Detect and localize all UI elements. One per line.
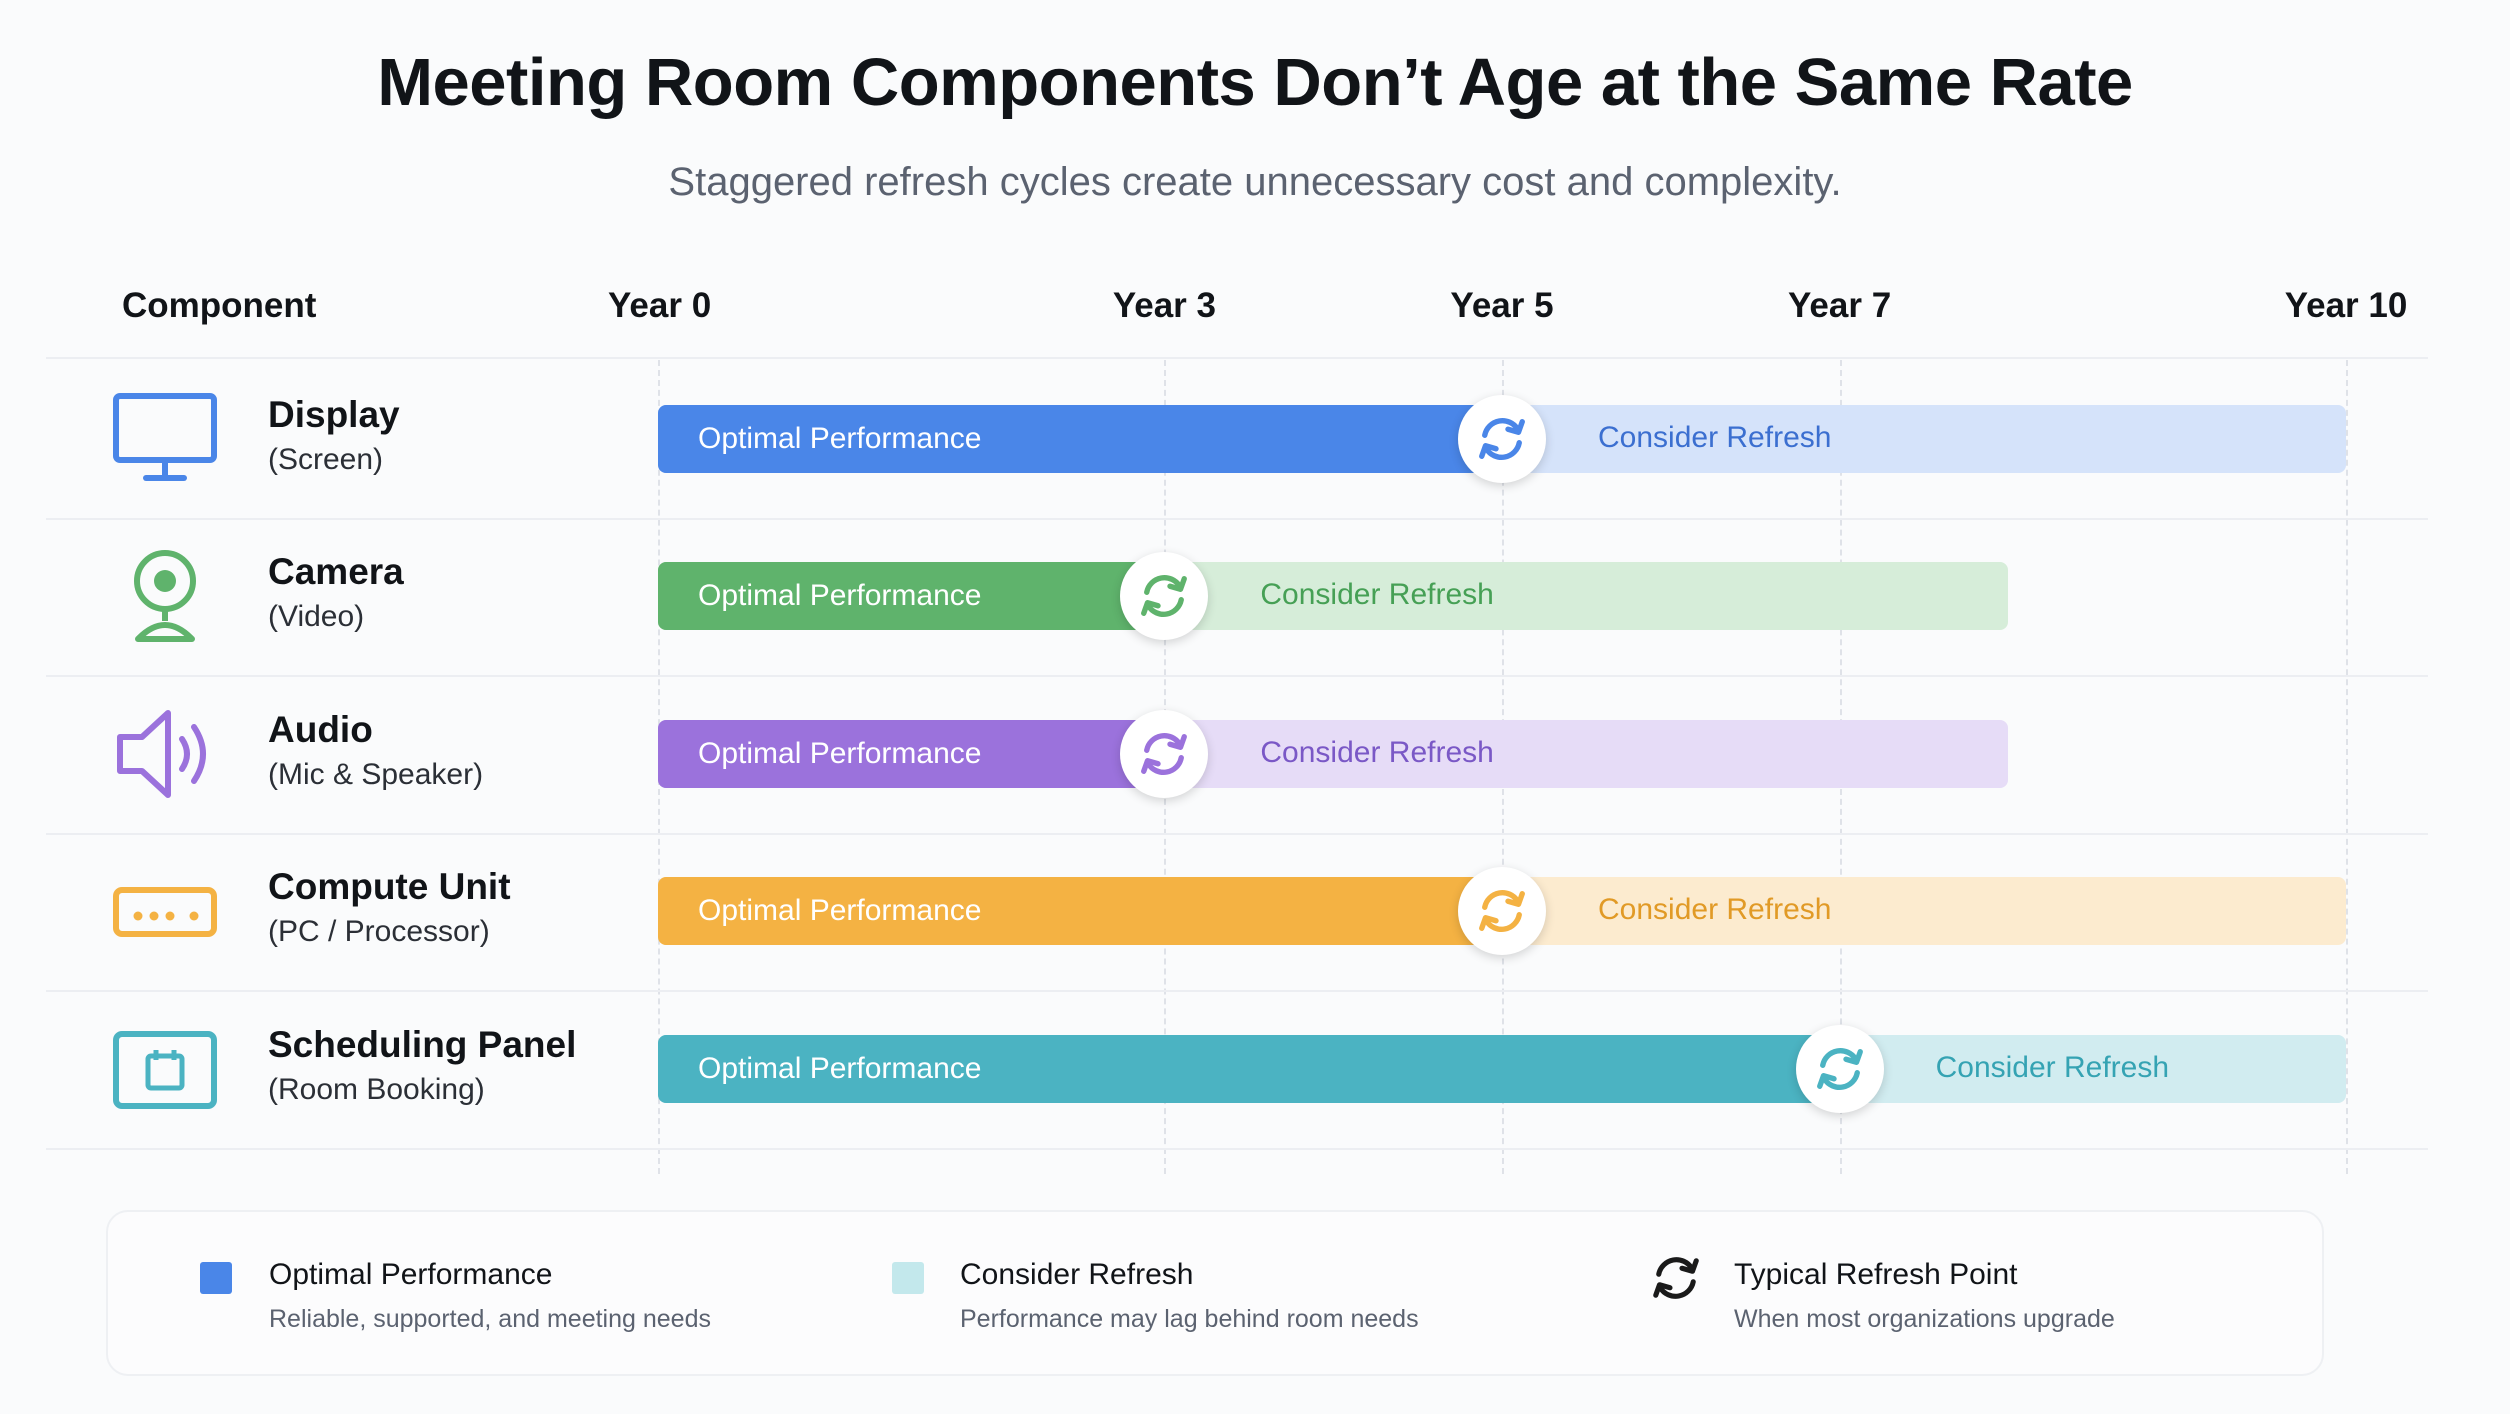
refresh-icon (1646, 1248, 1706, 1308)
consider-refresh-label: Consider Refresh (1260, 578, 1494, 612)
compute-unit-icon (110, 856, 220, 966)
component-column-header: Component (122, 286, 317, 325)
legend-optimal-desc: Reliable, supported, and meeting needs (269, 1305, 711, 1333)
component-row: Audio (Mic & Speaker) Optimal Performance C… (0, 675, 2510, 833)
refresh-point-icon (1120, 552, 1209, 641)
component-name: Camera (268, 551, 404, 593)
legend-optimal-title: Optimal Performance (269, 1258, 553, 1291)
x-tick-label: Year 3 (1112, 286, 1216, 325)
optimal-performance-bar: Optimal Performance (658, 404, 1502, 473)
tablet-icon (110, 1014, 220, 1124)
x-gridline (2346, 360, 2348, 1174)
legend-optimal-swatch (200, 1262, 232, 1294)
x-tick-label: Year 10 (2284, 286, 2408, 325)
component-row: Scheduling Panel (Room Booking) Optimal Pe… (0, 990, 2510, 1148)
x-tick-label: Year 5 (1450, 286, 1554, 325)
component-row: Camera (Video) Optimal Performance Consider… (0, 518, 2510, 676)
legend-refresh-swatch (892, 1262, 924, 1294)
optimal-performance-bar: Optimal Performance (658, 562, 1165, 631)
component-row: Compute Unit (PC / Processor) Optimal Perf… (0, 833, 2510, 991)
chart-subtitle: Staggered refresh cycles create unnecess… (668, 160, 1842, 204)
component-subtitle: (Room Booking) (268, 1072, 485, 1106)
row-divider (46, 675, 2428, 677)
component-name: Compute Unit (268, 866, 511, 908)
legend-refresh-title: Consider Refresh (960, 1258, 1194, 1291)
consider-refresh-label: Consider Refresh (1598, 420, 1832, 454)
refresh-point-icon (1795, 1024, 1884, 1113)
consider-refresh-label: Consider Refresh (1935, 1050, 2170, 1084)
component-subtitle: (Video) (268, 600, 365, 634)
refresh-point-icon (1458, 867, 1546, 956)
legend: Optimal Performance Reliable, supported,… (106, 1210, 2324, 1376)
optimal-performance-bar: Optimal Performance (658, 719, 1165, 788)
refresh-point-icon (1120, 709, 1209, 798)
speaker-icon (110, 699, 220, 809)
webcam-icon (110, 541, 220, 651)
header-divider (46, 357, 2428, 359)
optimal-performance-bar: Optimal Performance (658, 877, 1502, 946)
row-divider (46, 832, 2428, 835)
consider-refresh-label: Consider Refresh (1598, 893, 1832, 927)
component-name: Scheduling Panel (268, 1023, 577, 1065)
consider-refresh-label: Consider Refresh (1260, 735, 1494, 769)
monitor-icon (110, 384, 220, 494)
row-divider (46, 517, 2428, 520)
component-row: Display (Screen) Optimal Performance Consid… (0, 360, 2510, 518)
legend-refresh-point-desc: When most organizations upgrade (1734, 1305, 2115, 1333)
x-tick-label: Year 7 (1788, 286, 1892, 325)
legend-refresh-desc: Performance may lag behind room needs (960, 1305, 1419, 1333)
optimal-performance-bar: Optimal Performance (658, 1034, 1840, 1103)
component-name: Audio (268, 708, 373, 750)
refresh-point-icon (1458, 394, 1546, 483)
component-subtitle: (Screen) (268, 442, 384, 476)
legend-refresh-point-title: Typical Refresh Point (1734, 1258, 2018, 1291)
row-divider (46, 1147, 2428, 1150)
x-tick-label: Year 0 (608, 286, 712, 325)
component-name: Display (268, 393, 400, 435)
row-divider (46, 990, 2428, 992)
component-subtitle: (Mic & Speaker) (268, 757, 484, 791)
chart-title: Meeting Room Components Don’t Age at the… (377, 45, 2133, 120)
component-subtitle: (PC / Processor) (268, 915, 490, 949)
